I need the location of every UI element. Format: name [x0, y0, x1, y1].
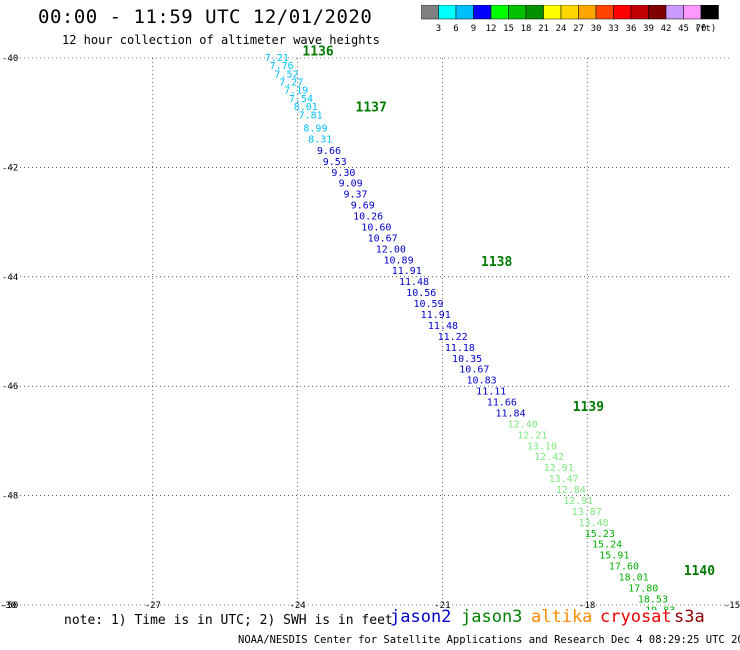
- swh-value: 9.66: [317, 146, 341, 157]
- swh-value: 11.11: [476, 387, 506, 398]
- legend-altika: altika: [531, 607, 593, 627]
- swh-value: 13.47: [549, 474, 579, 485]
- colorbar-label: 36: [626, 24, 637, 34]
- swh-value: 7.76: [270, 61, 294, 72]
- colorbar-label: 70: [696, 24, 707, 34]
- swh-value: 12.84: [556, 485, 586, 496]
- colorbar-label: 21: [538, 24, 549, 34]
- swh-value: 8.31: [308, 134, 332, 145]
- orbit-label: 1136: [302, 44, 333, 59]
- legend-jason3: jason3: [461, 607, 523, 627]
- swh-value: 17.80: [628, 583, 658, 594]
- swh-value: 10.56: [406, 288, 436, 299]
- swh-value: 11.18: [445, 343, 475, 354]
- y-tick-label: -48: [2, 492, 18, 502]
- colorbar-label: 3: [436, 24, 441, 34]
- swh-value: 15.91: [599, 551, 629, 562]
- y-tick-label: -44: [2, 273, 18, 283]
- x-tick-label: -30: [0, 601, 16, 610]
- swh-value: 17.60: [609, 562, 639, 573]
- footer-note: note: 1) Time is in UTC; 2) SWH is in fe…: [64, 613, 393, 628]
- swh-colorbar: 3 6 9 12 15 18 21 24 27 30 33 36 39 42 45 70(ft): [421, 5, 719, 34]
- swh-value: 10.26: [353, 212, 383, 223]
- swh-value: 12.21: [517, 430, 547, 441]
- swh-value: 10.89: [384, 255, 414, 266]
- swh-value: 8.01: [294, 102, 318, 113]
- swh-value: 13.48: [579, 518, 609, 529]
- swh-value: 7.52: [274, 69, 298, 80]
- swh-value: 7.21: [265, 53, 289, 64]
- swh-value: 15.24: [592, 540, 622, 551]
- chart-title: 00:00 - 11:59 UTC 12/01/2020: [38, 6, 373, 28]
- swh-value: 15.23: [585, 529, 615, 540]
- orbit-label: 1140: [684, 564, 715, 579]
- swh-value: 9.69: [351, 201, 375, 212]
- colorbar-label: 24: [556, 24, 567, 34]
- swh-value: 10.59: [413, 299, 443, 310]
- colorbar-label: 42: [661, 24, 672, 34]
- colorbar-label: 15: [503, 24, 514, 34]
- swh-value: 10.60: [361, 222, 391, 233]
- x-tick-label: -15: [724, 601, 740, 610]
- colorbar-label: 9: [471, 24, 476, 34]
- legend-s3a: s3a: [674, 607, 705, 627]
- colorbar-label: 12: [486, 24, 497, 34]
- orbit-label: 1137: [356, 101, 387, 116]
- swh-value: 12.42: [534, 452, 564, 463]
- colorbar-unit: (ft): [695, 24, 717, 34]
- swh-value: 10.67: [368, 233, 398, 244]
- swh-value: 10.35: [452, 354, 482, 365]
- y-tick-label: -46: [2, 382, 18, 392]
- swh-value: 13.10: [527, 441, 557, 452]
- colorbar-label: 33: [608, 24, 619, 34]
- credit-line: NOAA/NESDIS Center for Satellite Applica…: [238, 634, 740, 646]
- swh-value: 8.99: [303, 123, 327, 134]
- x-tick-label: -24: [289, 601, 305, 610]
- swh-value: 11.84: [495, 408, 525, 419]
- swh-value: 11.66: [487, 398, 517, 409]
- swh-value: 18.53: [638, 594, 668, 605]
- orbit-label: 1139: [573, 400, 604, 415]
- swh-value: 7.27: [279, 78, 303, 89]
- y-tick-label: -40: [2, 54, 18, 64]
- swh-value: 11.48: [428, 321, 458, 332]
- swh-value: 12.91: [563, 496, 593, 507]
- chart-subtitle: 12 hour collection of altimeter wave hei…: [62, 33, 380, 47]
- swh-value: 11.48: [399, 277, 429, 288]
- swh-value: 19.83: [645, 605, 675, 610]
- swh-value: 18.01: [619, 573, 649, 584]
- swh-value: 7.81: [299, 110, 323, 121]
- altimeter-map: -30 -27 -24 -21 -18 -15 -40 -42 -44 -46 -48 -50 1136…: [0, 44, 740, 610]
- swh-value: 12.40: [508, 419, 538, 430]
- swh-value: 10.67: [459, 365, 489, 376]
- swh-value: 10.83: [467, 376, 497, 387]
- y-tick-label: -50: [2, 601, 18, 610]
- swh-value: 11.91: [392, 266, 422, 277]
- legend-cryosat: cryosat: [600, 607, 672, 627]
- swh-value: 9.09: [339, 179, 363, 190]
- swh-value: 11.22: [438, 332, 468, 343]
- swh-value: 12.00: [376, 244, 406, 255]
- swh-value: 9.37: [343, 190, 367, 201]
- colorbar-label: 45: [678, 24, 689, 34]
- colorbar-label: 39: [643, 24, 654, 34]
- y-tick-label: -42: [2, 163, 18, 173]
- x-tick-label: -18: [579, 601, 595, 610]
- colorbar-swatch: [700, 5, 719, 20]
- swh-value: 12.91: [544, 463, 574, 474]
- colorbar-label: 6: [453, 24, 458, 34]
- swh-value: 9.30: [331, 168, 355, 179]
- colorbar-label: 18: [521, 24, 532, 34]
- swh-value: 7.19: [284, 86, 308, 97]
- x-tick-label: -21: [434, 601, 450, 610]
- colorbar-label: 30: [591, 24, 602, 34]
- swh-value: 11.91: [421, 310, 451, 321]
- colorbar-label: 27: [573, 24, 584, 34]
- swh-value: 9.53: [323, 157, 347, 168]
- swh-value: 13.87: [572, 507, 602, 518]
- x-tick-label: -27: [145, 601, 161, 610]
- legend-jason2: jason2: [390, 607, 452, 627]
- swh-value: 7.54: [289, 94, 313, 105]
- orbit-label: 1138: [481, 255, 512, 270]
